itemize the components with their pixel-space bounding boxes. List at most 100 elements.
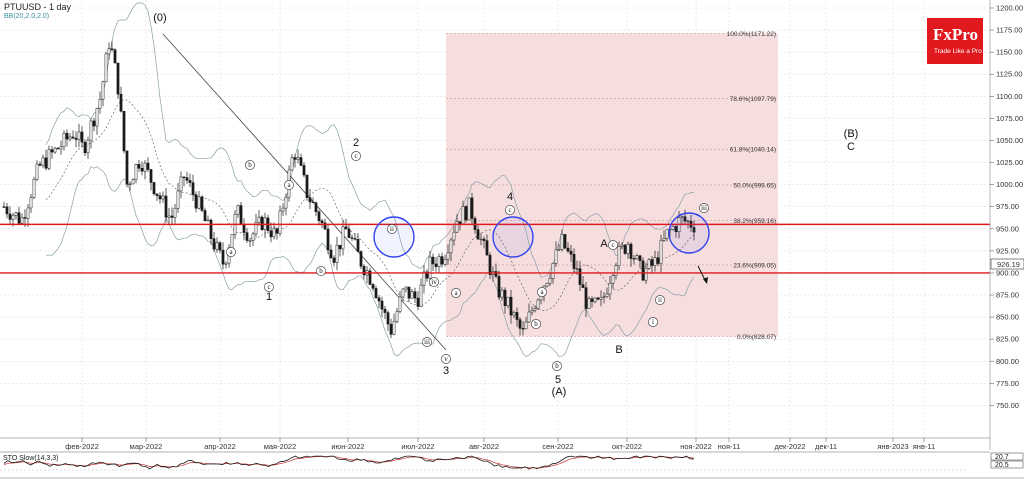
candle-down	[194, 194, 198, 209]
wave-label: A	[600, 238, 608, 250]
chart-title: PTUUSD - 1 day	[4, 2, 72, 12]
resistance-lines	[0, 223, 990, 274]
wave-label: 1	[266, 291, 272, 303]
candle-down	[440, 256, 444, 265]
subwave-circle	[264, 282, 274, 292]
subwave-circle	[648, 317, 658, 327]
y-tick-label: 800.00	[996, 357, 1019, 366]
candle-down	[239, 205, 243, 225]
wave-label: (A)	[552, 386, 567, 398]
candle-up	[467, 197, 471, 221]
current-price-box	[990, 258, 1024, 270]
candle-down	[497, 276, 501, 298]
candle-up	[62, 132, 66, 147]
subwave-label: iv	[431, 278, 437, 286]
candle-down	[218, 242, 222, 251]
candle-up	[593, 297, 597, 302]
y-tick-label: 925.00	[996, 246, 1019, 255]
candle-down	[470, 197, 474, 219]
x-tick-label: июл-2022	[401, 442, 434, 451]
candle-down	[116, 62, 120, 95]
candle-up	[296, 157, 300, 160]
candle-up	[284, 196, 288, 209]
candle-up	[281, 207, 285, 212]
candle-down	[113, 49, 117, 64]
wave-labels: (0) 1 2 3 5(A) A B (B)C 4	[153, 12, 858, 398]
candle-up	[53, 147, 57, 153]
y-tick-label: 1125.00	[996, 70, 1023, 79]
subwave-label: iii	[424, 338, 430, 346]
candle-down	[221, 249, 225, 265]
candle-up	[548, 278, 552, 284]
y-tick-label: 1200.00	[996, 4, 1023, 13]
y-tick-label: 1175.00	[996, 26, 1023, 35]
subwave-label: c	[611, 241, 614, 249]
subwave-circle	[245, 160, 255, 170]
candle-up	[545, 282, 549, 287]
candle-up	[500, 289, 504, 298]
candle-down	[164, 195, 168, 218]
x-tick-label: янв-11	[913, 442, 935, 451]
candle-down	[71, 136, 75, 139]
candle-up	[602, 296, 606, 298]
candle-down	[563, 234, 567, 249]
candle-down	[92, 120, 96, 127]
fib-label: 0.0%(828.07)	[737, 334, 776, 341]
candle-down	[380, 300, 384, 310]
candle-down	[347, 228, 351, 238]
y-tick-label: 1050.00	[996, 136, 1023, 145]
candle-down	[641, 260, 645, 281]
y-tick-label: 875.00	[996, 291, 1019, 300]
fib-label: 61.8%(1040.14)	[730, 147, 776, 154]
fibonacci-levels: 100.0%(1171.22) 78.6%(1097.79) 61.8%(1040.…	[446, 31, 778, 341]
candle-down	[566, 247, 570, 252]
candle-down	[431, 256, 435, 265]
x-tick-label: дек-11	[815, 442, 837, 451]
candle-up	[89, 120, 93, 141]
candle-down	[191, 182, 195, 195]
candle-down	[320, 220, 324, 224]
candle-up	[290, 157, 294, 171]
candle-down	[494, 271, 498, 277]
candle-up	[461, 206, 465, 224]
candle-up	[32, 178, 36, 198]
candle-up	[530, 309, 534, 313]
x-tick-label: ноя-2022	[680, 442, 712, 451]
candle-down	[5, 206, 9, 215]
subwave-circle	[387, 224, 397, 234]
candle-down	[623, 244, 627, 254]
subwave-circle	[531, 319, 541, 329]
candle-up	[254, 221, 258, 235]
candle-down	[110, 48, 114, 50]
y-tick-label: 1150.00	[996, 48, 1023, 57]
candle-down	[596, 297, 600, 300]
subwave-circle	[441, 354, 451, 364]
candle-down	[353, 238, 357, 240]
candle-down	[425, 271, 429, 279]
wave-label: 2	[353, 137, 359, 149]
candle-up	[41, 157, 45, 166]
subwave-label: b	[555, 362, 559, 370]
candle-up	[659, 240, 663, 264]
subwave-circle	[316, 266, 326, 276]
candle-down	[638, 255, 642, 262]
candle-down	[326, 228, 330, 251]
wave-label: (B)	[844, 128, 859, 140]
candle-down	[299, 157, 303, 166]
candle-down	[509, 296, 513, 316]
candle-up	[653, 257, 657, 266]
candle-down	[80, 131, 84, 143]
trend-line	[162, 33, 447, 351]
candle-up	[587, 298, 591, 309]
wave-label: 3	[443, 365, 449, 377]
subwave-label: i	[652, 318, 654, 326]
candle-down	[74, 137, 78, 140]
subwave-circle	[451, 288, 461, 298]
candle-down	[350, 237, 354, 239]
candle-down	[590, 298, 594, 302]
subwave-circle	[699, 203, 709, 213]
fxpro-logo: FxPro Trade Like a Pro	[927, 18, 983, 64]
wave-label: (0)	[153, 12, 166, 24]
